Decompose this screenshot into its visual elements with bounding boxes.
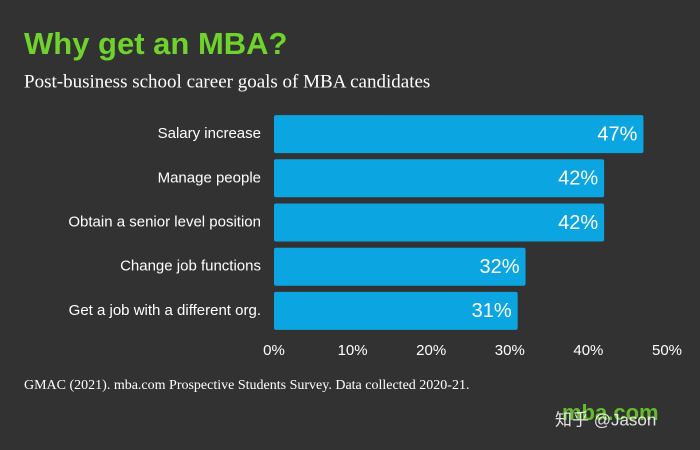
x-tick-label: 10% [338, 342, 368, 359]
y-tick-label: Manage people [158, 169, 261, 186]
x-tick-label: 30% [495, 342, 525, 359]
value-label: 42% [558, 212, 598, 234]
x-tick-label: 50% [652, 342, 682, 359]
bar [274, 291, 518, 330]
y-tick-label: Change job functions [120, 258, 261, 275]
bar [274, 203, 605, 242]
source-note: GMAC (2021). mba.com Prospective Student… [24, 378, 469, 393]
logo: mba.com [562, 400, 659, 425]
value-label: 47% [597, 123, 637, 145]
watermark: 知乎 @Jason [555, 410, 656, 429]
value-label: 42% [558, 168, 598, 190]
x-tick-label: 40% [573, 342, 603, 359]
value-label: 31% [472, 300, 512, 322]
y-tick-label: Obtain a senior level position [68, 213, 261, 230]
chart-subtitle: Post-business school career goals of MBA… [24, 71, 430, 92]
x-tick-label: 20% [416, 342, 446, 359]
y-tick-label: Get a job with a different org. [69, 302, 261, 319]
x-tick-label: 0% [263, 342, 285, 359]
bar [274, 247, 526, 286]
bar [274, 159, 605, 198]
chart-title: Why get an MBA? [24, 26, 288, 61]
value-label: 32% [479, 256, 519, 278]
y-tick-label: Salary increase [158, 125, 261, 142]
bar [274, 115, 644, 154]
